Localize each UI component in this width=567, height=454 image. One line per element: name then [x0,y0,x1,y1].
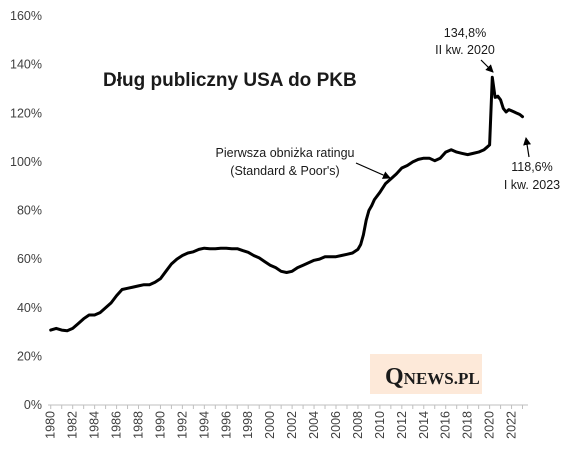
x-tick-label: 2022 [505,411,519,439]
x-tick-label: 2020 [483,411,497,439]
y-tick-label: 0% [24,398,42,412]
logo-q: Q [385,364,404,390]
y-tick-label: 140% [10,58,42,72]
peak-value-label: 134,8% [444,26,486,40]
qnews-logo: QNEWS.PL [370,354,482,394]
y-tick-label: 60% [17,252,42,266]
rating-cut-label-line2: (Standard & Poor's) [230,164,339,178]
x-tick-label: 2006 [329,411,343,439]
rating-cut-label-line1: Pierwsza obniżka ratingu [216,146,355,160]
x-tick-label: 1992 [175,411,189,439]
peak-period-label: II kw. 2020 [435,43,495,57]
y-tick-label: 80% [17,204,42,218]
last-value-arrow [523,137,532,158]
y-axis-ticks: 0% 20% 40% 60% 80% 100% 120% 140% 160% [10,9,42,412]
x-tick-label: 1990 [153,411,167,439]
last-period-label: I kw. 2023 [504,178,560,192]
y-tick-label: 20% [17,349,42,363]
x-tick-label: 1982 [66,411,80,439]
x-tick-label: 2014 [417,411,431,439]
y-tick-label: 120% [10,106,42,120]
x-axis-tick-marks [50,405,524,409]
rating-cut-arrow [355,162,391,179]
x-tick-label: 2000 [263,411,277,439]
chart-title: Dług publiczny USA do PKB [103,70,357,91]
x-tick-label: 2004 [307,411,321,439]
peak-arrow [480,59,494,73]
x-tick-label: 2012 [395,411,409,439]
logo-text: QNEWS.PL [385,364,480,390]
x-tick-label: 1994 [197,411,211,439]
x-tick-label: 2010 [373,411,387,439]
x-tick-label: 1996 [219,411,233,439]
x-tick-label: 2002 [285,411,299,439]
x-tick-label: 2018 [461,411,475,439]
x-tick-label: 2016 [439,411,453,439]
logo-rest: NEWS.PL [404,369,480,388]
x-tick-label: 1988 [132,411,146,439]
x-tick-label: 1980 [44,411,58,439]
last-value-label: 118,6% [511,160,552,174]
y-tick-label: 40% [17,301,42,315]
x-tick-label: 2008 [351,411,365,439]
y-tick-label: 160% [10,9,42,23]
debt-to-gdp-line [49,75,524,333]
x-tick-label: 1986 [110,411,124,439]
x-tick-label: 1984 [88,411,102,439]
x-tick-label: 1998 [241,411,255,439]
x-axis-ticks: 1980 1982 1984 1986 1988 1990 1992 1994 1996 1998… [44,411,519,439]
y-tick-label: 100% [10,155,42,169]
